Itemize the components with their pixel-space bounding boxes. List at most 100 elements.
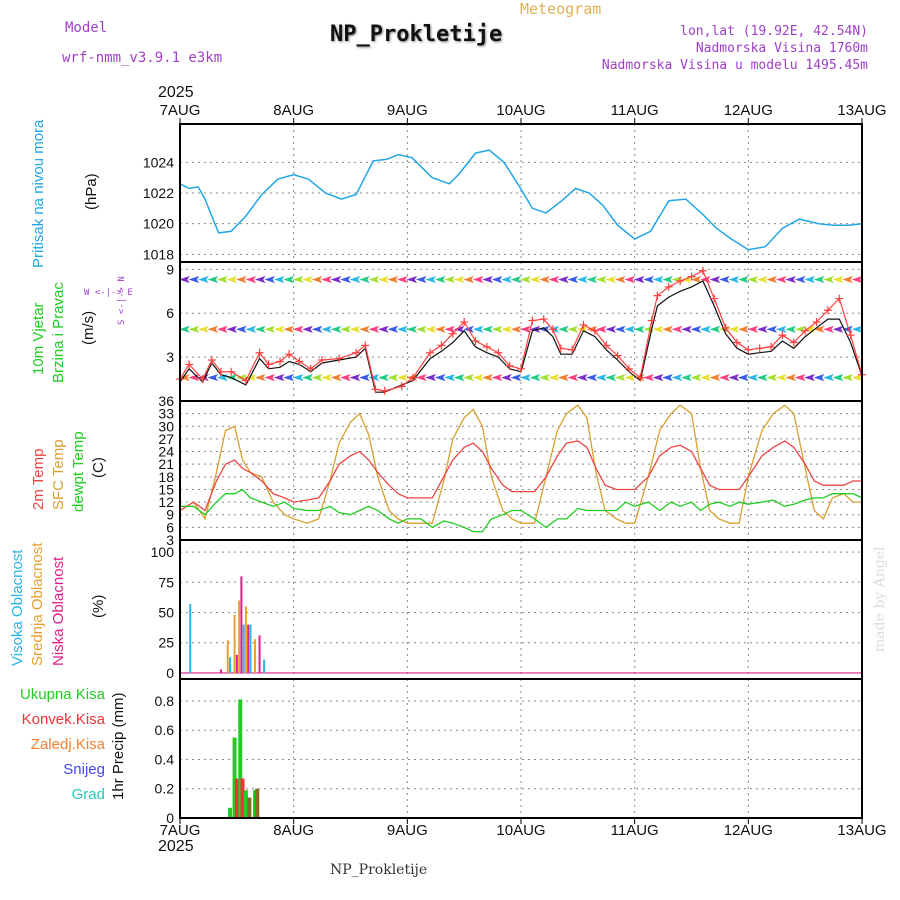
wind-arrow bbox=[292, 325, 304, 333]
wind-arrow bbox=[557, 374, 569, 382]
y-tick-label: 27 bbox=[158, 431, 174, 447]
wind-arrow bbox=[396, 374, 408, 382]
wind-arrow bbox=[614, 275, 626, 284]
gust-marker bbox=[778, 331, 787, 340]
gust-marker bbox=[460, 317, 469, 326]
cloud-bar-low bbox=[240, 576, 243, 673]
y-tick-label: 1024 bbox=[143, 154, 174, 170]
gust-marker bbox=[687, 272, 696, 281]
wind-arrow bbox=[264, 325, 275, 333]
wind-arrow bbox=[340, 275, 351, 284]
wind-arrow bbox=[368, 325, 380, 333]
date-tick-top: 9AUG bbox=[387, 102, 428, 119]
gust-marker bbox=[482, 342, 491, 351]
wind-arrow bbox=[520, 275, 531, 284]
wind-arrow bbox=[700, 374, 711, 382]
wind-arrow bbox=[766, 275, 778, 284]
wind-arrow bbox=[813, 275, 825, 284]
wind-arrow bbox=[179, 325, 190, 333]
precip-bar-total bbox=[228, 807, 233, 818]
y-tick-label: 3 bbox=[166, 532, 174, 548]
coords-text: lon,lat (19.92E, 42.54N) bbox=[680, 24, 868, 39]
wind-arrow bbox=[595, 325, 607, 333]
wind-arrow bbox=[359, 325, 370, 333]
wind-arrow bbox=[681, 325, 692, 333]
precip-bar-total bbox=[232, 737, 237, 818]
wind-arrow bbox=[737, 325, 749, 333]
gust-marker bbox=[653, 291, 662, 300]
wind-arrow bbox=[737, 374, 749, 382]
date-tick-top: 7AUG bbox=[160, 102, 201, 119]
precip-bar-conv bbox=[240, 778, 245, 818]
gust-marker bbox=[846, 331, 855, 340]
gust-marker bbox=[255, 348, 264, 357]
wind-arrow bbox=[406, 325, 418, 333]
wind-arrow bbox=[605, 325, 616, 333]
wind-arrow bbox=[586, 275, 598, 284]
wind-arrow bbox=[491, 325, 503, 333]
wind-arrow bbox=[434, 374, 446, 382]
y-tick-label: 9 bbox=[166, 261, 174, 277]
year-bottom: 2025 bbox=[158, 838, 194, 855]
wind-arrow bbox=[538, 275, 550, 284]
wind-arrow bbox=[377, 374, 389, 382]
gust-marker bbox=[426, 348, 435, 357]
wind-arrow bbox=[823, 374, 834, 382]
wind-arrow bbox=[264, 374, 275, 382]
wind-arrow bbox=[775, 325, 787, 333]
y-tick-label: 3 bbox=[166, 349, 174, 365]
gust-marker bbox=[801, 326, 810, 335]
wind-arrow bbox=[330, 374, 342, 382]
precip-bar-frozen bbox=[247, 797, 252, 818]
compass-we: W <-|-> E bbox=[84, 288, 133, 298]
wind-arrow bbox=[709, 374, 721, 382]
gust-marker bbox=[744, 345, 753, 354]
wind-arrow bbox=[179, 374, 190, 382]
wind-arrow bbox=[614, 325, 626, 333]
wind-arrow bbox=[197, 325, 209, 333]
gust-marker bbox=[361, 341, 370, 350]
wind-arrow bbox=[283, 275, 294, 284]
gust-marker bbox=[613, 351, 622, 360]
model-altitude-text: Nadmorska Visina u modelu 1495.45m bbox=[601, 58, 868, 73]
date-tick-top: 11AUG bbox=[611, 102, 659, 119]
wind-arrow bbox=[359, 374, 370, 382]
wind-arrow bbox=[188, 275, 200, 284]
gust-marker bbox=[823, 306, 832, 315]
wind-arrow bbox=[311, 275, 323, 284]
wind-arrow bbox=[823, 325, 834, 333]
wind-arrow bbox=[700, 325, 711, 333]
wind-arrow bbox=[425, 374, 437, 382]
wind-arrow bbox=[737, 275, 749, 284]
wind-speed-line bbox=[179, 280, 863, 393]
wind-arrow bbox=[576, 374, 588, 382]
wind-arrow bbox=[368, 275, 380, 284]
gust-marker bbox=[185, 360, 194, 369]
wind-arrow bbox=[283, 325, 294, 333]
cloud-bar-low bbox=[247, 624, 250, 673]
wind-arrow bbox=[501, 275, 512, 284]
wind-arrow bbox=[718, 275, 730, 284]
gust-marker bbox=[306, 364, 315, 373]
wind-arrow bbox=[302, 325, 313, 333]
wind-arrow bbox=[832, 325, 844, 333]
pressure-line bbox=[179, 149, 863, 251]
wind-arrow bbox=[491, 374, 503, 382]
wind-arrow bbox=[567, 374, 579, 382]
wind-arrow bbox=[254, 325, 266, 333]
wind-arrow bbox=[235, 275, 247, 284]
wind-arrow bbox=[624, 374, 635, 382]
precip-bar-conv bbox=[234, 778, 239, 818]
gust-marker bbox=[241, 376, 250, 385]
date-tick-top: 12AUG bbox=[724, 102, 773, 119]
wind-arrow bbox=[510, 275, 522, 284]
altitude-text: Nadmorska Visina 1760m bbox=[695, 41, 868, 56]
precip-label-snow: Snijeg bbox=[63, 761, 105, 778]
wind-arrow bbox=[709, 325, 721, 333]
wind-arrow bbox=[823, 275, 834, 284]
gust-marker bbox=[636, 373, 645, 382]
wind-arrow bbox=[804, 275, 815, 284]
wind-arrow bbox=[207, 325, 219, 333]
y-tick-label: 6 bbox=[166, 305, 174, 321]
date-tick-bottom: 11AUG bbox=[611, 822, 659, 839]
